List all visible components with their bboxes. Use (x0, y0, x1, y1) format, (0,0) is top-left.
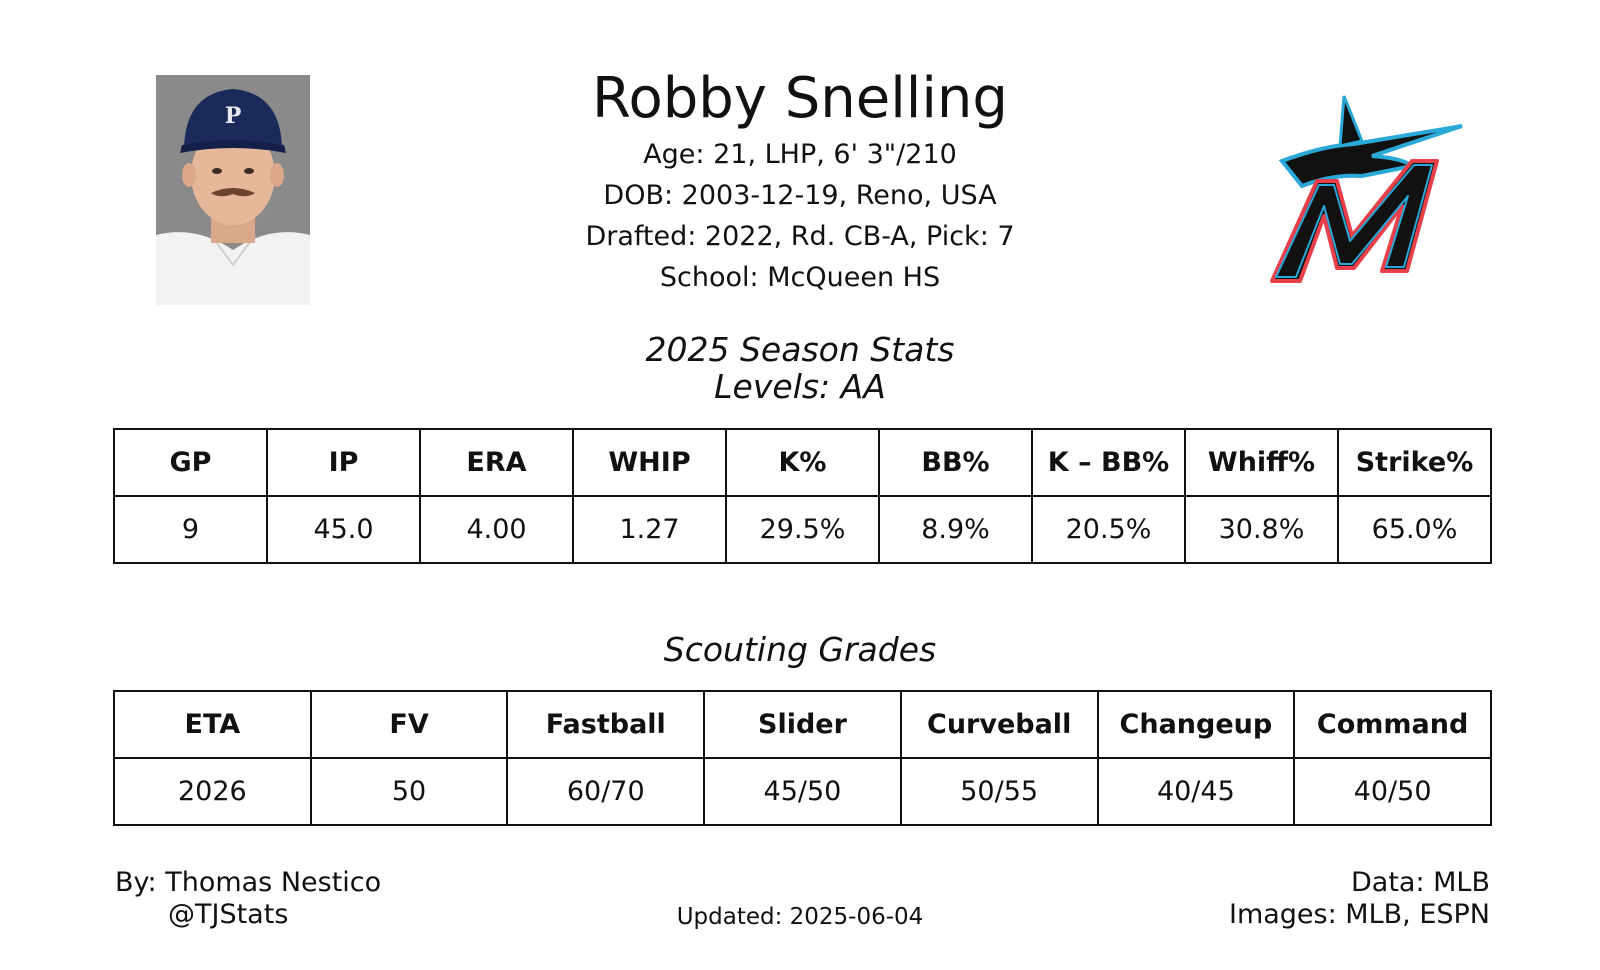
scouting-grades-title: Scouting Grades (663, 630, 937, 669)
grade-header: Slider (703, 690, 902, 759)
stat-header: K% (725, 428, 880, 497)
player-headshot: P (156, 75, 310, 305)
school-line: School: McQueen HS (659, 262, 941, 293)
stat-header: BB% (878, 428, 1033, 497)
grade-header: Curveball (899, 690, 1099, 759)
stat-value: 4.00 (419, 495, 574, 564)
grade-value: 50/55 (899, 757, 1099, 826)
svg-text:P: P (225, 103, 242, 129)
stat-header: Strike% (1337, 428, 1492, 497)
stat-value: 1.27 (572, 495, 727, 564)
grade-value: 40/45 (1096, 757, 1296, 826)
table-row: 2026 50 60/70 45/50 50/55 40/45 40/50 (113, 757, 1492, 826)
data-source: Data: MLB (1350, 867, 1490, 898)
grade-value: 50 (309, 757, 509, 826)
grade-value: 45/50 (703, 757, 902, 826)
grade-header: Command (1293, 690, 1492, 759)
age-line: Age: 21, LHP, 6' 3"/210 (643, 139, 957, 170)
table-header-row: GP IP ERA WHIP K% BB% K – BB% Whiff% Str… (113, 428, 1492, 497)
stat-value: 9 (113, 495, 268, 564)
author-handle: @TJStats (168, 899, 289, 930)
stat-header: K – BB% (1031, 428, 1186, 497)
season-stats-title: 2025 Season Stats (645, 330, 955, 369)
stat-header: IP (266, 428, 421, 497)
grade-value: 40/50 (1293, 757, 1492, 826)
draft-line: Drafted: 2022, Rd. CB-A, Pick: 7 (585, 221, 1015, 252)
stat-header: ERA (419, 428, 574, 497)
table-header-row: ETA FV Fastball Slider Curveball Changeu… (113, 690, 1492, 759)
table-row: 9 45.0 4.00 1.27 29.5% 8.9% 20.5% 30.8% … (113, 495, 1492, 564)
grade-header: Changeup (1096, 690, 1296, 759)
grade-header: Fastball (506, 690, 706, 759)
grade-value: 2026 (113, 757, 312, 826)
stat-value: 45.0 (266, 495, 421, 564)
updated-date: Updated: 2025-06-04 (676, 904, 924, 930)
dob-line: DOB: 2003-12-19, Reno, USA (603, 180, 997, 211)
author-credit: By: Thomas Nestico (115, 867, 382, 898)
stat-value: 20.5% (1031, 495, 1186, 564)
stat-header: WHIP (572, 428, 727, 497)
season-stats-table: GP IP ERA WHIP K% BB% K – BB% Whiff% Str… (113, 428, 1492, 564)
season-levels: Levels: AA (714, 367, 886, 406)
grade-header: FV (309, 690, 509, 759)
team-logo (1262, 86, 1484, 296)
player-name: Robby Snelling (592, 66, 1008, 131)
scouting-grades-table: ETA FV Fastball Slider Curveball Changeu… (113, 690, 1492, 826)
grade-header: ETA (113, 690, 312, 759)
stat-header: GP (113, 428, 268, 497)
stat-value: 29.5% (725, 495, 880, 564)
stat-value: 8.9% (878, 495, 1033, 564)
grade-value: 60/70 (506, 757, 706, 826)
stat-header: Whiff% (1184, 428, 1339, 497)
stat-value: 65.0% (1337, 495, 1492, 564)
image-source: Images: MLB, ESPN (1228, 899, 1490, 930)
stat-value: 30.8% (1184, 495, 1339, 564)
